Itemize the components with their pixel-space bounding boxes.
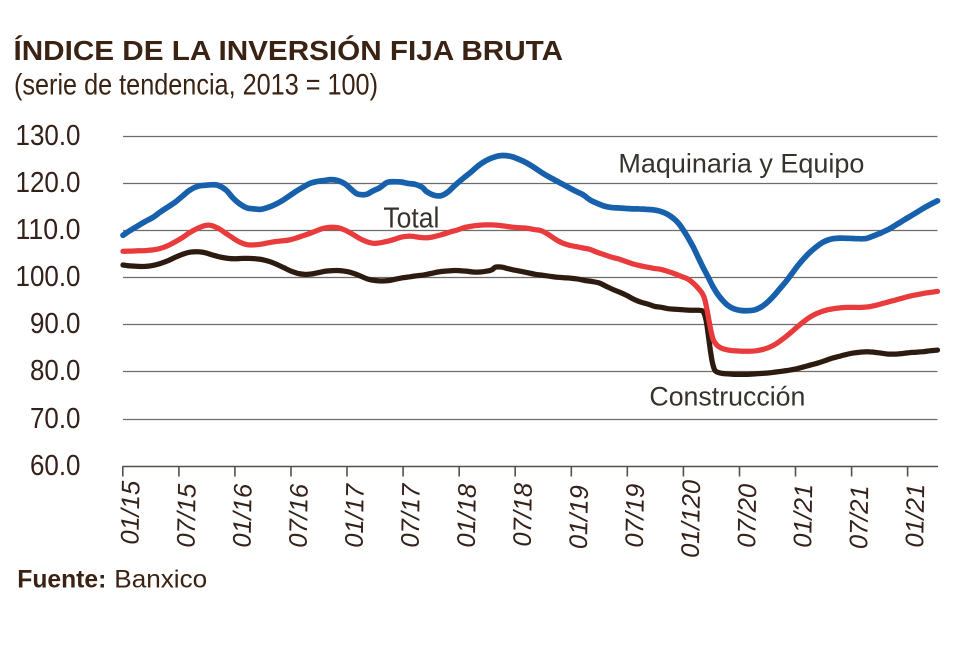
svg-text:Construcción: Construcción	[649, 381, 805, 411]
svg-text:07/18: 07/18	[509, 482, 538, 547]
svg-text:07/20: 07/20	[733, 484, 762, 548]
svg-text:(serie de tendencia, 2013 = 10: (serie de tendencia, 2013 = 100)	[14, 68, 378, 101]
svg-text:01/17: 01/17	[341, 483, 370, 548]
svg-text:01/19: 01/19	[565, 485, 594, 549]
svg-text:Maquinaria y Equipo: Maquinaria y Equipo	[618, 149, 864, 179]
svg-text:07/17: 07/17	[397, 483, 426, 548]
svg-text:07/21: 07/21	[845, 485, 874, 549]
svg-text:01/16: 01/16	[228, 483, 257, 548]
svg-text:60.0: 60.0	[30, 450, 81, 482]
svg-text:ÍNDICE DE LA INVERSIÓN FIJA BR: ÍNDICE DE LA INVERSIÓN FIJA BRUTA	[14, 35, 564, 66]
svg-text:07/16: 07/16	[285, 483, 314, 548]
svg-text:90.0: 90.0	[30, 308, 81, 340]
svg-text:130.0: 130.0	[16, 120, 81, 152]
svg-text:01/21: 01/21	[789, 484, 818, 548]
svg-text:01/21: 01/21	[901, 484, 930, 548]
svg-text:01/18: 01/18	[453, 483, 482, 548]
svg-text:120.0: 120.0	[16, 167, 81, 199]
svg-text:Fuente:: Fuente:	[17, 566, 106, 594]
svg-text:110.0: 110.0	[16, 214, 81, 246]
svg-text:70.0: 70.0	[30, 403, 81, 435]
svg-text:80.0: 80.0	[30, 355, 81, 387]
svg-text:01/15: 01/15	[116, 480, 145, 545]
svg-text:07/15: 07/15	[172, 483, 201, 548]
svg-text:01/120: 01/120	[677, 480, 706, 558]
svg-text:Banxico: Banxico	[114, 566, 207, 594]
svg-text:07/19: 07/19	[621, 484, 650, 548]
svg-text:Total: Total	[383, 202, 439, 234]
svg-text:100.0: 100.0	[16, 261, 81, 293]
